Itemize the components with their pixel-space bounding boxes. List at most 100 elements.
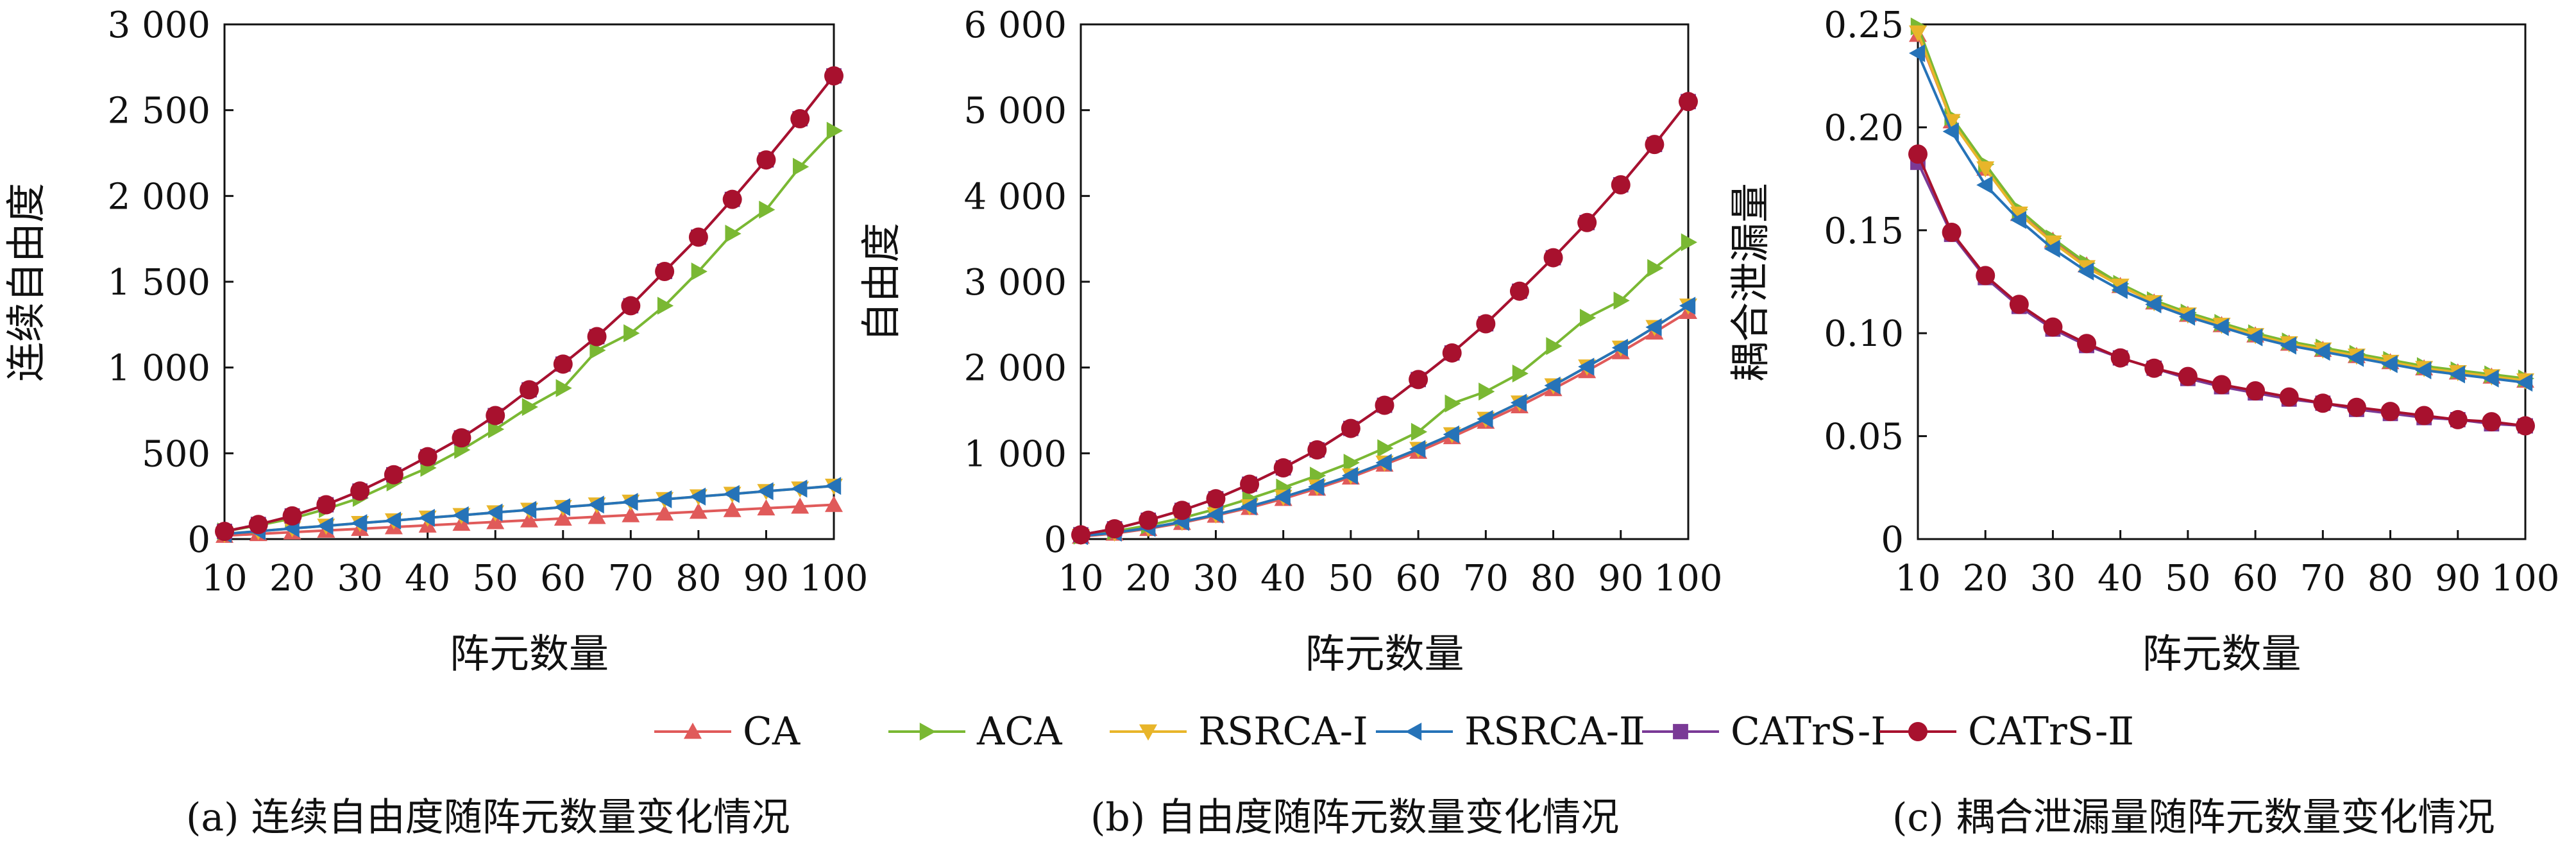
data-point bbox=[2246, 381, 2266, 401]
data-point bbox=[1206, 489, 1226, 509]
data-point bbox=[722, 189, 742, 209]
data-point bbox=[554, 509, 572, 526]
series-CA bbox=[1072, 302, 1697, 544]
legend-marker bbox=[1908, 722, 1928, 741]
data-point bbox=[2111, 280, 2128, 299]
data-point bbox=[756, 150, 776, 170]
legend-entry: CA bbox=[654, 709, 801, 754]
chart-panel-2: 0 1 000 2 000 3 000 4 000 5 000 6 000 10 20 30 40 5… bbox=[858, 4, 1722, 677]
data-point bbox=[1308, 477, 1325, 496]
data-point bbox=[384, 511, 402, 530]
data-point bbox=[621, 296, 641, 316]
data-point bbox=[689, 503, 708, 519]
data-point bbox=[520, 380, 539, 400]
x-tick-label: 10 bbox=[1895, 558, 1940, 599]
data-point bbox=[2314, 343, 2330, 361]
data-point bbox=[826, 121, 843, 140]
data-point bbox=[2246, 328, 2263, 347]
data-point bbox=[1942, 122, 1959, 141]
data-point bbox=[1341, 418, 1360, 438]
chart-panel-3: 0 0.05 0.10 0.15 0.20 0.25 10 20 30 40 50 60 70 80 90 1… bbox=[1727, 4, 2559, 677]
data-point bbox=[1611, 338, 1628, 357]
data-point bbox=[1343, 454, 1360, 472]
y-tick-label: 0.10 bbox=[1824, 313, 1904, 355]
data-point bbox=[655, 261, 675, 281]
x-tick-label: 50 bbox=[2165, 558, 2210, 599]
data-point bbox=[691, 262, 708, 280]
legend-label: CATrS-Ⅱ bbox=[1968, 709, 2134, 754]
x-tick-label: 100 bbox=[800, 558, 869, 599]
y-tick-label: 0 bbox=[1044, 519, 1067, 561]
y-axis-label: 耦合泄漏量 bbox=[1727, 183, 1774, 382]
data-point bbox=[1375, 454, 1392, 472]
data-point bbox=[2414, 406, 2434, 425]
data-point bbox=[2010, 206, 2028, 223]
data-point bbox=[588, 508, 606, 524]
legend-marker bbox=[1405, 723, 1422, 741]
x-axis-label: 阵元数量 bbox=[2142, 630, 2301, 677]
x-tick-label: 60 bbox=[2232, 558, 2278, 599]
series-CATrS-Ⅱ bbox=[215, 66, 843, 541]
data-point bbox=[2009, 295, 2029, 314]
y-tick-label: 1 000 bbox=[964, 433, 1067, 475]
x-tick-label: 90 bbox=[743, 558, 789, 599]
data-point bbox=[1274, 488, 1291, 506]
data-point bbox=[1377, 439, 1394, 458]
data-point bbox=[657, 296, 674, 315]
data-point bbox=[1375, 395, 1394, 415]
series-CATrS-Ⅰ bbox=[217, 68, 842, 539]
data-point bbox=[1546, 337, 1563, 356]
data-point bbox=[1611, 175, 1631, 194]
y-tick-label: 2 500 bbox=[108, 90, 210, 132]
data-point bbox=[1577, 212, 1597, 232]
y-tick-label: 6 000 bbox=[964, 4, 1067, 46]
legend-marker bbox=[1139, 724, 1157, 741]
legend-marker bbox=[919, 723, 936, 741]
data-point bbox=[282, 506, 302, 526]
data-point bbox=[2212, 375, 2232, 395]
data-point bbox=[2516, 374, 2533, 392]
data-point bbox=[553, 354, 573, 374]
data-point bbox=[2044, 239, 2060, 258]
x-tick-label: 20 bbox=[1963, 558, 2008, 599]
data-point bbox=[1105, 519, 1124, 538]
data-point bbox=[2144, 358, 2164, 378]
x-tick-label: 40 bbox=[405, 558, 450, 599]
data-point bbox=[759, 200, 775, 219]
data-point bbox=[520, 501, 537, 519]
series-CATrS-Ⅱ bbox=[1071, 92, 1698, 545]
x-tick-label: 30 bbox=[2030, 558, 2076, 599]
y-tick-label: 500 bbox=[142, 433, 210, 475]
legend-entry: CATrS-Ⅱ bbox=[1879, 709, 2134, 754]
data-point bbox=[723, 485, 740, 503]
y-tick-label: 4 000 bbox=[964, 176, 1067, 218]
legend-label: ACA bbox=[976, 709, 1062, 754]
x-tick-label: 20 bbox=[269, 558, 315, 599]
data-point bbox=[1679, 92, 1698, 112]
data-point bbox=[656, 490, 672, 508]
x-tick-label: 90 bbox=[2435, 558, 2480, 599]
chart-panel-1: 0 500 1 000 1 500 2 000 2 500 3 000 10 20 30 40 50 6… bbox=[3, 4, 868, 677]
data-point bbox=[1273, 458, 1293, 478]
data-point bbox=[2347, 348, 2364, 367]
series-RSRCA-Ⅰ bbox=[1072, 298, 1697, 546]
x-tick-label: 90 bbox=[1598, 558, 1643, 599]
x-tick-label: 10 bbox=[201, 558, 247, 599]
data-point bbox=[520, 511, 538, 528]
data-point bbox=[418, 508, 435, 527]
data-point bbox=[1476, 314, 1496, 334]
data-point bbox=[656, 504, 674, 521]
legend: CA ACA RSRCA-Ⅰ RSRCA-Ⅱ CATrS-Ⅰ CATrS-Ⅱ bbox=[654, 709, 2134, 754]
data-point bbox=[2381, 355, 2398, 374]
data-point bbox=[824, 66, 843, 86]
y-tick-label: 0.15 bbox=[1824, 210, 1904, 252]
y-tick-label: 0 bbox=[1881, 519, 1904, 561]
data-point bbox=[486, 406, 505, 425]
data-point bbox=[248, 515, 268, 535]
plot-frame bbox=[223, 23, 835, 540]
data-point bbox=[452, 428, 471, 448]
data-point bbox=[1645, 318, 1662, 336]
legend-entry: RSRCA-Ⅱ bbox=[1376, 709, 1645, 754]
data-point bbox=[1139, 510, 1158, 530]
